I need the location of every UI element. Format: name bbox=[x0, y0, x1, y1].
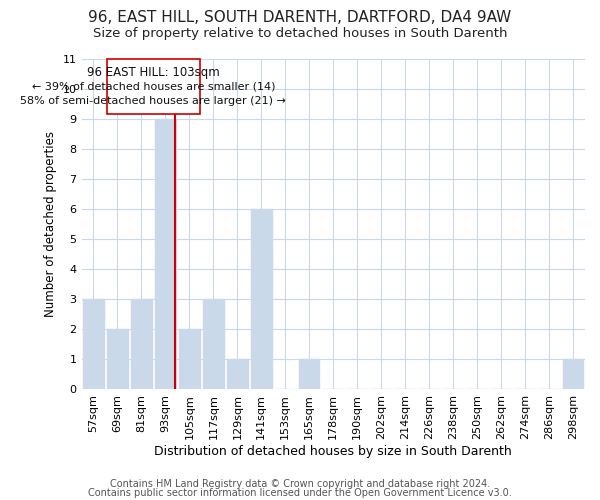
Text: 58% of semi-detached houses are larger (21) →: 58% of semi-detached houses are larger (… bbox=[20, 96, 286, 106]
Bar bbox=[179, 329, 200, 389]
Text: Contains public sector information licensed under the Open Government Licence v3: Contains public sector information licen… bbox=[88, 488, 512, 498]
Y-axis label: Number of detached properties: Number of detached properties bbox=[44, 131, 57, 317]
Text: Size of property relative to detached houses in South Darenth: Size of property relative to detached ho… bbox=[93, 28, 507, 40]
Bar bbox=[563, 359, 583, 389]
Bar bbox=[155, 119, 176, 389]
Bar bbox=[83, 299, 104, 389]
FancyBboxPatch shape bbox=[107, 59, 200, 114]
Bar bbox=[131, 299, 152, 389]
Bar bbox=[203, 299, 224, 389]
Bar bbox=[107, 329, 128, 389]
Text: 96, EAST HILL, SOUTH DARENTH, DARTFORD, DA4 9AW: 96, EAST HILL, SOUTH DARENTH, DARTFORD, … bbox=[88, 10, 512, 25]
Bar bbox=[299, 359, 319, 389]
X-axis label: Distribution of detached houses by size in South Darenth: Distribution of detached houses by size … bbox=[154, 444, 512, 458]
Text: Contains HM Land Registry data © Crown copyright and database right 2024.: Contains HM Land Registry data © Crown c… bbox=[110, 479, 490, 489]
Text: ← 39% of detached houses are smaller (14): ← 39% of detached houses are smaller (14… bbox=[32, 82, 275, 92]
Text: 96 EAST HILL: 103sqm: 96 EAST HILL: 103sqm bbox=[87, 66, 220, 80]
Bar bbox=[251, 209, 272, 389]
Bar bbox=[227, 359, 248, 389]
